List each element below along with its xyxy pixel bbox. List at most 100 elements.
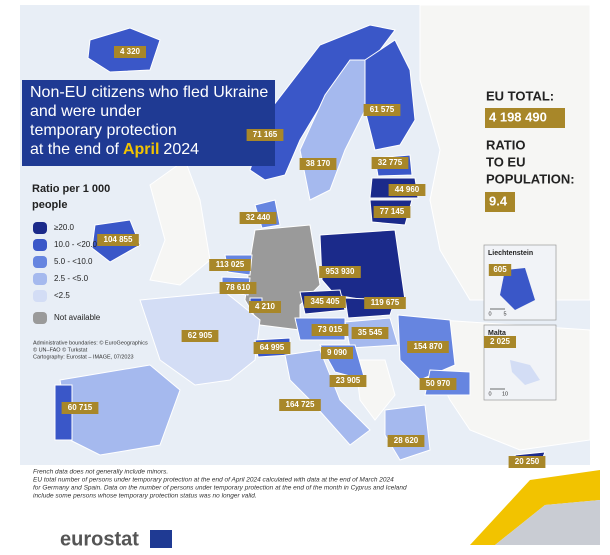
ratio-label: POPULATION:: [486, 171, 575, 186]
label-box: [253, 342, 291, 354]
inset-name: Liechtenstein: [488, 250, 533, 257]
label-value: 71 165: [253, 130, 278, 139]
credit: © UN–FAO © Turkstat: [33, 346, 88, 353]
note: include some persons whose temporary pro…: [33, 493, 257, 500]
label-box: [319, 266, 361, 278]
label-box: [61, 402, 99, 414]
label-value: 50 970: [426, 379, 451, 388]
label-value: 28 620: [394, 436, 419, 445]
title-part: April: [123, 141, 159, 158]
label-box: [249, 301, 281, 313]
credit: Cartography: Eurostat – IMAGE, 07/2023: [33, 354, 134, 360]
label-box: [181, 330, 219, 342]
title-line: at the end of April 2024: [30, 141, 199, 158]
label-box: [311, 324, 349, 336]
legend-swatch: [33, 290, 47, 302]
label-box: [279, 399, 321, 411]
label-box: [387, 435, 425, 447]
value-box: [485, 108, 565, 128]
label-value: 62 905: [188, 331, 213, 340]
eu-total-label: EU TOTAL:: [486, 88, 554, 103]
poland: [319, 229, 406, 301]
label-value: 953 930: [326, 267, 355, 276]
label-box: [363, 104, 401, 116]
label-value: 60 715: [68, 403, 93, 412]
note: EU total number of persons under tempora…: [33, 477, 394, 484]
scale-label: 0: [488, 311, 491, 317]
label-value: 35 545: [358, 328, 383, 337]
legend-swatch: [33, 222, 47, 234]
inset-name: Malta: [488, 330, 506, 337]
label-value: 4 320: [120, 47, 141, 56]
title-line: temporary protection: [30, 122, 177, 139]
logo: eurostat: [60, 528, 139, 550]
label-value: 605: [493, 265, 507, 274]
label-value: 64 995: [260, 343, 285, 352]
swoosh: [495, 500, 600, 545]
ratio-label: RATIO: [486, 137, 525, 152]
label-box: [351, 327, 389, 339]
ratio-value: 9.4: [489, 193, 508, 208]
label-box: [508, 456, 546, 468]
label-box: [299, 158, 337, 170]
title-line: and were under: [30, 103, 142, 120]
label-box: [239, 212, 277, 224]
legend-label: 2.5 - <5.0: [54, 274, 89, 283]
legend-label: <2.5: [54, 291, 70, 300]
legend-label: 10.0 - <20.0: [54, 240, 97, 249]
label-value: 44 960: [395, 185, 420, 194]
label-value: 104 855: [104, 235, 133, 244]
label-box: [419, 378, 457, 390]
legend-swatch: [33, 239, 47, 251]
label-value: 154 870: [414, 342, 443, 351]
title-part: 2024: [163, 141, 199, 158]
inset-shape: [500, 268, 535, 310]
label-box: [219, 282, 257, 294]
label-value: 23 905: [336, 376, 361, 385]
label-box: [364, 297, 406, 309]
label-value: 4 210: [255, 302, 276, 311]
legend-label: ≥20.0: [54, 223, 75, 232]
label-value: 20 250: [515, 457, 540, 466]
label-box: [371, 157, 409, 169]
label-value: 38 170: [306, 159, 331, 168]
swoosh: [470, 470, 600, 545]
label-value: 9 090: [327, 348, 348, 357]
legend-swatch: [33, 256, 47, 268]
label-box: [114, 46, 146, 58]
label-box: [246, 129, 284, 141]
label-value: 164 725: [286, 400, 315, 409]
label-box: [407, 341, 449, 353]
scale-label: 5: [503, 311, 506, 317]
logo-flag: [150, 530, 172, 548]
label-value: 119 675: [371, 298, 400, 307]
label-box: [484, 336, 516, 348]
legend-label: Not available: [54, 313, 101, 322]
title-part: at the end of: [30, 141, 120, 158]
scale-label: 10: [502, 391, 508, 397]
ratio-label: TO EU: [486, 154, 526, 169]
scale-label: 0: [488, 391, 491, 397]
label-box: [209, 259, 251, 271]
legend-title: people: [32, 199, 67, 211]
legend-title: Ratio per 1 000: [32, 183, 110, 195]
label-box: [97, 234, 139, 246]
value-box: [485, 192, 515, 212]
label-box: [329, 375, 367, 387]
title-line: Non-EU citizens who fled Ukraine: [30, 84, 268, 101]
label-value: 61 575: [370, 105, 395, 114]
label-value: 2 025: [490, 337, 511, 346]
label-box: [488, 264, 512, 276]
legend-swatch: [33, 312, 47, 324]
finland: [364, 39, 416, 151]
credit: Administrative boundaries: © EuroGeograp…: [33, 339, 148, 346]
label-box: [388, 184, 426, 196]
label-box: [321, 347, 353, 359]
note: French data does not generally include m…: [33, 469, 168, 476]
label-value: 32 775: [378, 158, 403, 167]
label-value: 345 405: [311, 297, 340, 306]
legend-swatch: [33, 273, 47, 285]
inset-shape: [510, 360, 540, 385]
